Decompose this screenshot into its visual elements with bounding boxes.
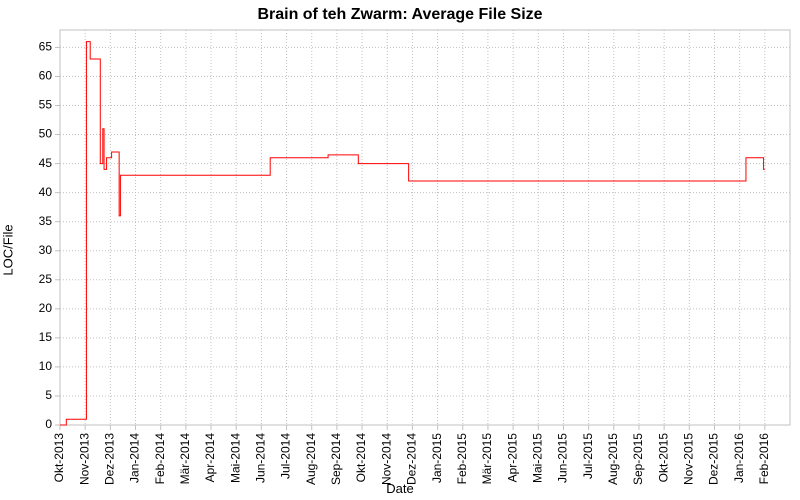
x-tick-label: Feb-2014 <box>153 433 167 485</box>
x-tick-label: Okt-2015 <box>656 433 670 483</box>
x-tick-label: Jun-2014 <box>254 433 268 483</box>
x-tick-label: Dez-2015 <box>707 433 721 485</box>
x-tick-label: Nov-2015 <box>681 433 695 485</box>
y-tick-label: 60 <box>39 69 53 83</box>
x-tick-label: Jan-2014 <box>128 433 142 483</box>
y-tick-label: 45 <box>39 156 53 170</box>
x-tick-label: Sep-2015 <box>631 433 645 485</box>
y-tick-label: 25 <box>39 272 53 286</box>
x-tick-label: Jul-2014 <box>279 433 293 479</box>
x-tick-label: Jul-2015 <box>581 433 595 479</box>
y-tick-label: 35 <box>39 214 53 228</box>
x-tick-label: Okt-2013 <box>52 433 66 483</box>
x-tick-label: Feb-2015 <box>455 433 469 485</box>
x-tick-label: Mär-2014 <box>178 433 192 485</box>
chart-svg: 0 5 10 15 20 25 30 35 40 45 50 55 60 65 Okt-2013 Nov-20… <box>0 0 800 500</box>
x-tick-label: Feb-2016 <box>757 433 771 485</box>
y-tick-label: 65 <box>39 40 53 54</box>
x-tick-label: Mai-2015 <box>530 433 544 483</box>
x-tick-label: Aug-2015 <box>606 433 620 485</box>
x-tick-label: Jan-2016 <box>732 433 746 483</box>
chart-container: Brain of teh Zwarm: Average File Size LO… <box>0 0 800 500</box>
y-tick-label: 50 <box>39 127 53 141</box>
x-tick-label: Sep-2014 <box>329 433 343 485</box>
y-tick-label: 30 <box>39 243 53 257</box>
y-tick-label: 0 <box>45 417 52 431</box>
x-tick-label: Apr-2014 <box>203 433 217 483</box>
x-tick-label: Mai-2014 <box>228 433 242 483</box>
y-tick-label: 55 <box>39 98 53 112</box>
y-tick-label: 10 <box>39 359 53 373</box>
x-tick-label: Okt-2014 <box>354 433 368 483</box>
x-tick-label: Apr-2015 <box>505 433 519 483</box>
x-tick-label: Nov-2013 <box>77 433 91 485</box>
y-tick-label: 5 <box>45 388 52 402</box>
y-tick-label: 20 <box>39 301 53 315</box>
x-tick-label: Mär-2015 <box>480 433 494 485</box>
x-tick-label: Jun-2015 <box>556 433 570 483</box>
y-tick-label: 15 <box>39 330 53 344</box>
x-tick-label: Jan-2015 <box>430 433 444 483</box>
x-tick-label: Dez-2013 <box>103 433 117 485</box>
x-tick-label: Dez-2014 <box>405 433 419 485</box>
x-tick-label: Aug-2014 <box>304 433 318 485</box>
y-tick-label: 40 <box>39 185 53 199</box>
x-tick-label: Nov-2014 <box>379 433 393 485</box>
